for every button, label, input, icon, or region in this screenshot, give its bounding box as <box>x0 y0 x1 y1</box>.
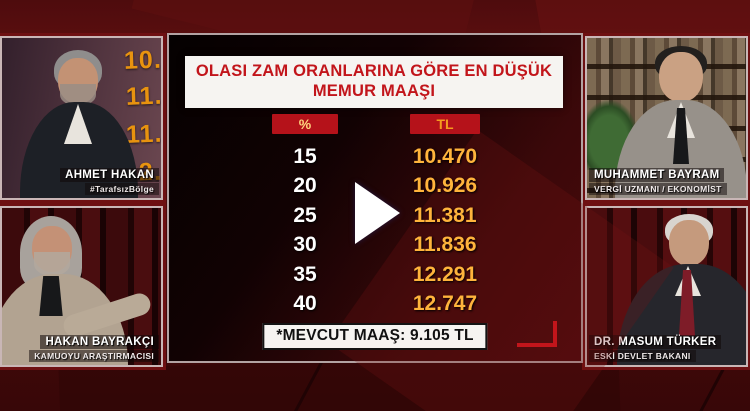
video-panel-top-right: MUHAMMET BAYRAM VERGİ UZMANI / EKONOMİST <box>585 36 748 200</box>
table-row: 40 12.747 <box>169 289 581 318</box>
show-hashtag: #TarafsızBölge <box>84 183 159 195</box>
table-row: 25 11.381 <box>169 201 581 230</box>
chyron-bottom-right: DR. MASUM TÜRKER ESKİ DEVLET BAKANI <box>589 335 722 362</box>
guest-role: ESKİ DEVLET BAKANI <box>589 350 696 362</box>
studio-screen-number: 11.8 <box>125 119 163 149</box>
guest-name: AHMET HAKAN <box>60 168 159 182</box>
chyron-bottom-left: HAKAN BAYRAKÇI KAMUOYU ARAŞTIRMACISI <box>29 335 159 362</box>
tl-value: 10.470 <box>412 145 478 168</box>
studio-screen-number: 10.9 <box>123 45 163 75</box>
percent-value: 25 <box>293 203 317 227</box>
corner-bracket-decoration <box>517 321 557 347</box>
percent-value: 20 <box>293 174 317 198</box>
salary-table: 15 10.470 20 10.926 25 11.381 30 11.836 … <box>169 142 581 318</box>
tl-value: 11.381 <box>413 203 477 227</box>
guest-role: KAMUOYU ARAŞTIRMACISI <box>29 350 159 362</box>
guest-role: VERGİ UZMANI / EKONOMİST <box>589 183 727 195</box>
table-row: 20 10.926 <box>169 171 581 200</box>
video-panel-bottom-left: HAKAN BAYRAKÇI KAMUOYU ARAŞTIRMACISI <box>0 206 163 367</box>
table-row: 30 11.836 <box>169 230 581 259</box>
table-row: 15 10.470 <box>169 142 581 171</box>
percent-value: 15 <box>293 145 317 168</box>
chyron-top-right: MUHAMMET BAYRAM VERGİ UZMANI / EKONOMİST <box>589 168 727 195</box>
table-row: 35 12.291 <box>169 260 581 289</box>
tl-value: 12.291 <box>412 262 478 286</box>
percent-value: 40 <box>293 291 317 315</box>
tl-value: 10.926 <box>412 174 478 198</box>
studio-screen-number: 11.3 <box>125 81 163 111</box>
tl-value: 12.747 <box>412 291 478 315</box>
graphic-title: OLASI ZAM ORANLARINA GÖRE EN DÜŞÜK MEMUR… <box>185 56 563 108</box>
percent-value: 35 <box>293 262 317 286</box>
tl-value: 11.836 <box>413 233 477 257</box>
graphic-title-line1: OLASI ZAM ORANLARINA GÖRE EN DÜŞÜK <box>195 62 553 80</box>
chyron-top-left: AHMET HAKAN #TarafsızBölge <box>60 168 159 195</box>
video-panel-top-left: 10.9 11.3 11.8 12.2 AHMET HAKAN #Tarafsı… <box>0 36 163 200</box>
guest-name: MUHAMMET BAYRAM <box>589 168 725 182</box>
play-icon[interactable] <box>355 182 400 244</box>
salary-table-graphic: OLASI ZAM ORANLARINA GÖRE EN DÜŞÜK MEMUR… <box>167 33 583 363</box>
current-salary-footnote: *MEVCUT MAAŞ: 9.105 TL <box>262 323 488 350</box>
guest-name: HAKAN BAYRAKÇI <box>40 335 159 349</box>
graphic-title-line2: MEMUR MAAŞI <box>312 82 436 100</box>
column-header-tl: TL <box>410 114 480 134</box>
column-header-percent: % <box>272 114 338 134</box>
percent-value: 30 <box>293 233 317 257</box>
